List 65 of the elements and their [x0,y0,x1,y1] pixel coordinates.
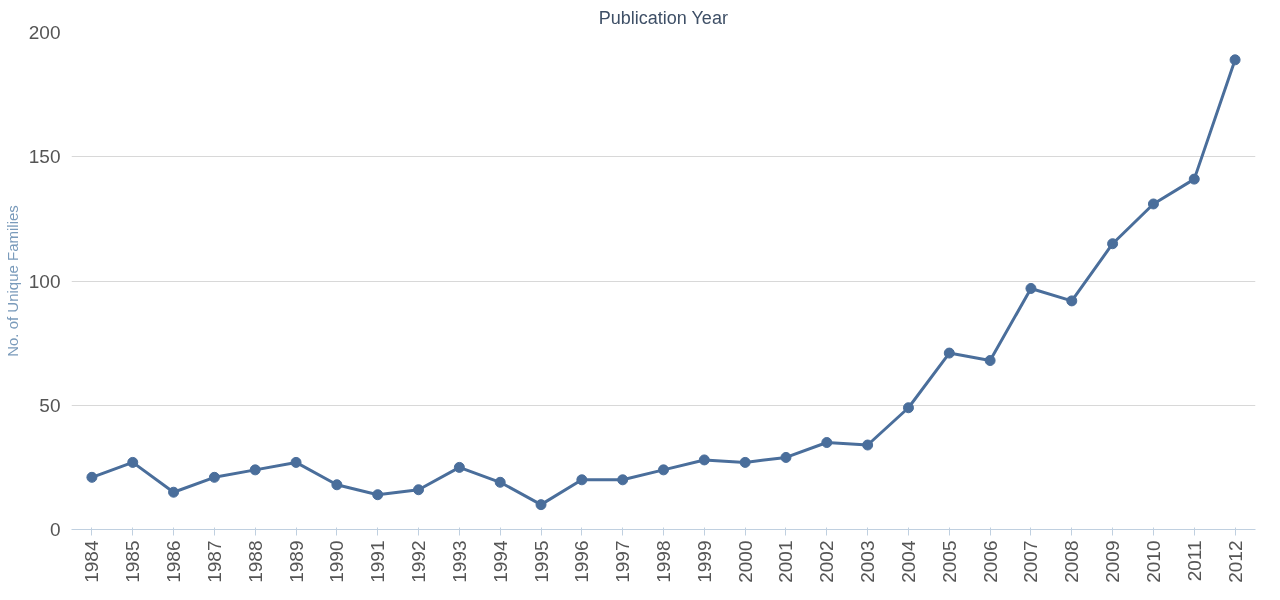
x-tick-label: 1998 [653,540,674,583]
x-tick-label: 1987 [203,540,225,583]
x-tick-label: 2008 [1061,540,1083,583]
x-tick-label: 2001 [775,540,797,583]
x-tick-label: 2003 [857,540,879,583]
point [576,474,588,486]
point [331,479,343,491]
point [862,439,874,451]
y-tick-label: 0 [49,519,61,540]
point [413,484,425,496]
x-tick-label: 2009 [1102,540,1124,583]
y-tick-label: 200 [28,22,61,43]
chart-title: Publication Year [598,7,728,28]
x-tick-label: 1999 [693,540,715,583]
point [984,355,996,367]
point [1188,173,1200,185]
point [168,486,180,498]
point [1147,198,1159,210]
x-tick-label: 2006 [979,540,1001,583]
point [208,471,220,483]
point [453,461,465,473]
x-tick-label: 1997 [612,540,634,583]
x-tick-label: 1996 [571,540,593,583]
y-axis-title: No. of Unique Families [3,205,21,357]
point [943,347,955,359]
x-tick-label: 1995 [530,540,552,583]
x-tick-label: 2007 [1020,540,1042,583]
point [1107,238,1119,250]
x-tick-label: 1989 [285,540,307,583]
x-tick-label: 1993 [448,540,470,583]
x-tick-label: 1991 [367,540,389,583]
point [535,499,547,511]
x-tick-label: 2010 [1142,540,1164,583]
point [739,456,751,468]
point [821,437,833,449]
x-tick-label: 2004 [897,540,919,583]
point [127,456,139,468]
point [1229,54,1241,66]
point [249,464,261,476]
x-tick-label: 1994 [489,540,511,583]
y-tick-label: 150 [28,146,61,168]
x-tick-label: 1988 [244,540,266,583]
x-tick-label: 2002 [816,540,838,583]
x-tick-label: 2000 [734,540,756,583]
x-tick-label: 2011 [1183,540,1205,582]
point [1066,295,1078,307]
x-tick-label: 1986 [163,540,185,583]
point [372,489,384,501]
y-tick-label: 100 [28,270,61,292]
point [658,464,669,476]
x-tick-label: 1985 [122,540,144,583]
point [86,471,98,483]
x-tick-label: 2005 [938,540,960,583]
point [290,456,302,468]
point [698,454,710,466]
point [1025,282,1037,294]
point [494,476,506,488]
x-tick-label: 1992 [408,540,430,583]
point [780,451,792,463]
x-tick-label: 1990 [326,540,348,583]
point [902,402,914,414]
x-tick-label: 2012 [1224,540,1246,583]
x-tick-label: 1984 [81,540,103,583]
y-tick-label: 50 [39,394,61,416]
point [617,474,629,486]
